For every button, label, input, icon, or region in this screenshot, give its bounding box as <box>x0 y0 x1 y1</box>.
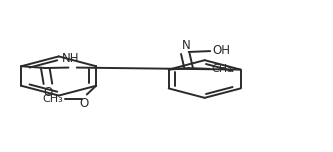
Text: NH: NH <box>61 52 79 65</box>
Text: N: N <box>181 39 190 52</box>
Text: CH₃: CH₃ <box>42 94 63 104</box>
Text: OH: OH <box>212 44 230 57</box>
Text: O: O <box>43 86 53 99</box>
Text: O: O <box>80 97 89 110</box>
Text: CH₃: CH₃ <box>212 64 232 74</box>
